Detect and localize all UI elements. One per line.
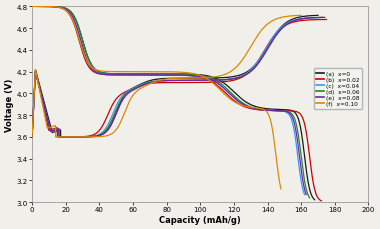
Y-axis label: Voltage (V): Voltage (V) xyxy=(5,78,14,131)
X-axis label: Capacity (mAh/g): Capacity (mAh/g) xyxy=(159,215,241,224)
Legend: (a)  x=0, (b)  x=0.02, (c)  x=0.04, (d)  x=0.06, (e)  x=0.08, (f)  x=0.10: (a) x=0, (b) x=0.02, (c) x=0.04, (d) x=0… xyxy=(314,69,362,109)
